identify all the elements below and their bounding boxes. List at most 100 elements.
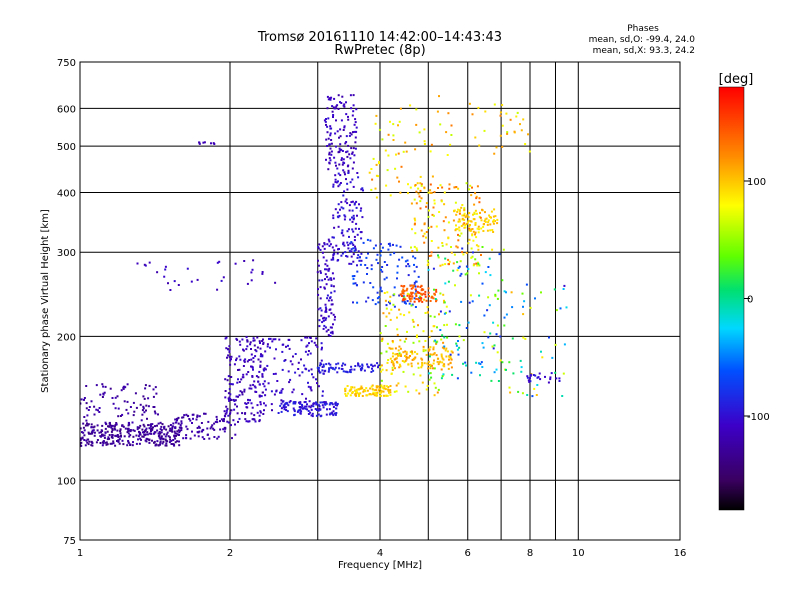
data-point xyxy=(327,137,330,140)
data-point xyxy=(381,337,384,340)
data-point xyxy=(426,311,429,314)
data-point xyxy=(119,430,122,433)
data-point xyxy=(348,209,351,212)
data-point xyxy=(401,256,404,259)
data-point xyxy=(464,273,467,276)
data-point xyxy=(420,197,423,200)
data-point xyxy=(172,443,175,446)
data-point xyxy=(373,394,376,397)
data-point xyxy=(92,429,95,432)
data-point xyxy=(392,361,395,364)
data-point xyxy=(87,423,90,426)
data-point xyxy=(417,298,419,301)
data-point xyxy=(172,422,175,425)
data-point xyxy=(442,358,445,361)
data-point xyxy=(249,384,252,387)
data-point xyxy=(354,136,357,139)
data-point xyxy=(171,425,174,428)
data-point xyxy=(410,350,413,353)
data-point xyxy=(409,186,412,189)
data-point xyxy=(318,404,320,407)
data-point xyxy=(327,269,330,272)
data-point xyxy=(286,402,289,405)
data-point xyxy=(350,255,353,258)
data-point xyxy=(501,104,504,106)
data-point xyxy=(258,383,261,386)
data-point xyxy=(332,406,335,408)
data-point xyxy=(433,293,436,296)
data-point xyxy=(482,346,485,349)
data-point xyxy=(490,210,493,213)
data-point xyxy=(317,409,320,412)
data-point xyxy=(206,427,209,430)
data-point xyxy=(409,284,412,287)
data-point xyxy=(482,223,485,226)
data-point xyxy=(336,371,339,374)
data-point xyxy=(490,379,493,382)
data-point xyxy=(114,444,117,447)
data-point xyxy=(243,359,246,362)
data-point xyxy=(417,324,419,327)
data-point xyxy=(379,254,382,257)
data-point xyxy=(424,295,427,298)
data-point xyxy=(450,350,453,353)
data-point xyxy=(380,290,383,293)
data-point xyxy=(457,233,459,236)
data-point xyxy=(307,350,310,352)
data-point xyxy=(297,361,300,364)
data-point xyxy=(425,388,428,391)
data-point xyxy=(356,256,359,259)
data-point xyxy=(342,169,345,172)
data-point xyxy=(502,248,505,251)
data-point xyxy=(103,391,106,394)
data-point xyxy=(499,335,502,338)
data-point xyxy=(309,406,312,409)
data-point xyxy=(161,423,164,426)
data-point xyxy=(511,337,514,340)
data-point xyxy=(316,345,319,348)
data-point xyxy=(157,444,160,447)
data-point xyxy=(113,427,116,430)
data-point xyxy=(216,437,219,440)
data-point xyxy=(418,340,421,343)
data-point xyxy=(398,258,401,261)
data-point xyxy=(389,253,392,256)
data-point xyxy=(244,418,247,421)
data-point xyxy=(327,238,330,241)
data-point xyxy=(446,350,449,353)
data-point xyxy=(404,350,407,353)
data-point xyxy=(193,434,196,437)
data-point xyxy=(101,444,104,447)
data-point xyxy=(421,300,424,303)
data-point xyxy=(344,392,347,395)
data-point xyxy=(318,319,321,322)
data-point xyxy=(376,394,379,397)
data-point xyxy=(462,362,465,365)
data-point xyxy=(354,365,357,367)
data-point xyxy=(474,192,477,195)
data-point xyxy=(340,157,343,160)
data-point xyxy=(424,290,427,293)
data-point xyxy=(330,291,333,294)
data-point xyxy=(343,190,346,193)
data-point xyxy=(160,429,163,431)
data-point xyxy=(390,308,393,311)
data-point xyxy=(460,272,463,275)
data-point xyxy=(419,200,422,203)
data-point xyxy=(456,377,459,380)
data-point xyxy=(261,373,264,376)
data-point xyxy=(398,294,401,297)
data-point xyxy=(472,239,475,242)
data-point xyxy=(375,174,378,177)
data-point xyxy=(450,246,452,248)
data-point xyxy=(414,285,417,288)
data-point xyxy=(234,403,237,406)
data-point xyxy=(288,347,291,350)
data-point xyxy=(204,412,207,415)
data-point xyxy=(414,232,417,235)
data-point xyxy=(178,444,181,447)
data-point xyxy=(512,372,515,375)
data-point xyxy=(458,265,461,268)
data-point xyxy=(380,250,383,253)
data-point xyxy=(456,228,459,231)
